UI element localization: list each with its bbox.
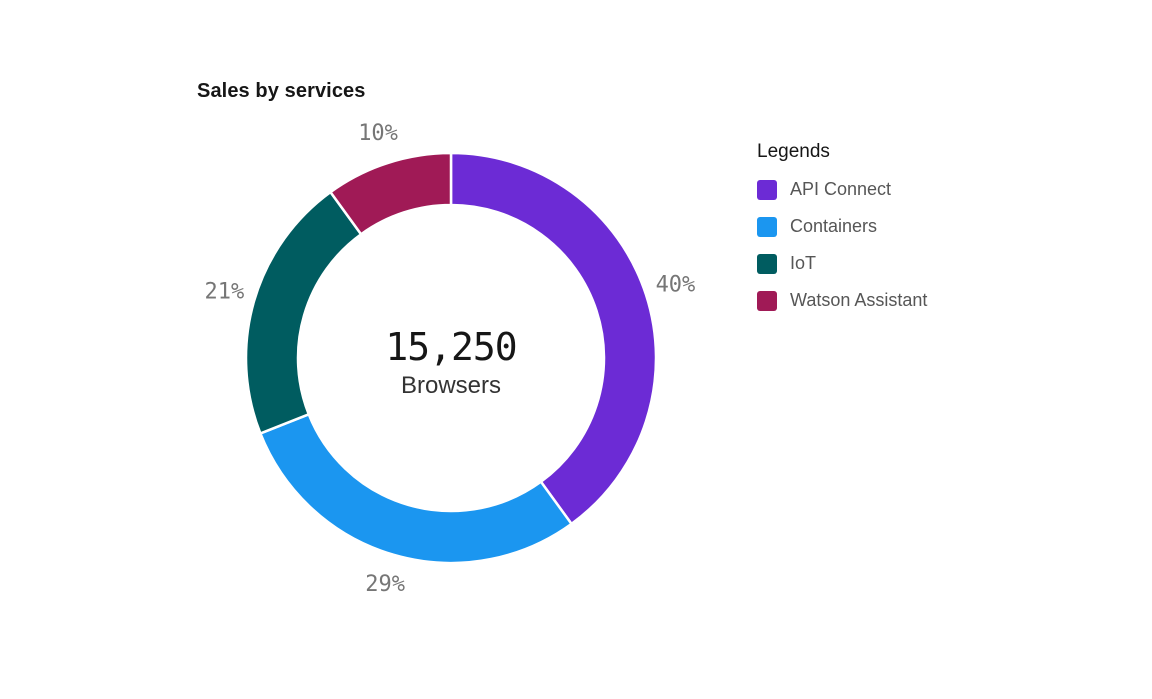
legend-item-containers[interactable]: Containers — [757, 216, 927, 237]
segment-value-label-api-connect: 40% — [656, 273, 696, 298]
donut-segment-iot[interactable] — [244, 190, 363, 435]
legend: Legends API Connect Containers IoT Watso… — [757, 141, 927, 327]
legend-item-iot[interactable]: IoT — [757, 253, 927, 274]
segment-value-label-watson-assistant: 10% — [358, 121, 398, 146]
legend-label-api-connect: API Connect — [790, 179, 892, 199]
segment-value-label-iot: 21% — [204, 280, 244, 305]
donut-segment-api-connect[interactable] — [449, 151, 658, 526]
legend-label-watson-assistant: Watson Assistant — [790, 290, 928, 310]
legend-swatch-containers — [757, 216, 777, 237]
donut-chart: 40% 29% 21% 10% — [204, 121, 696, 597]
legend-item-watson-assistant[interactable]: Watson Assistant — [757, 290, 927, 311]
legend-swatch-watson-assistant — [757, 290, 777, 311]
legend-swatch-api-connect — [757, 179, 777, 200]
donut-segment-watson-assistant[interactable] — [329, 151, 453, 236]
legend-label-iot: IoT — [790, 253, 817, 273]
legend-swatch-iot — [757, 253, 777, 274]
donut-segment-containers[interactable] — [259, 413, 573, 565]
legend-label-containers: Containers — [790, 216, 878, 236]
segment-value-label-containers: 29% — [365, 572, 405, 597]
legend-title: Legends — [757, 141, 830, 162]
chart-title: Sales by services — [197, 80, 366, 102]
legend-item-api-connect[interactable]: API Connect — [757, 179, 927, 200]
